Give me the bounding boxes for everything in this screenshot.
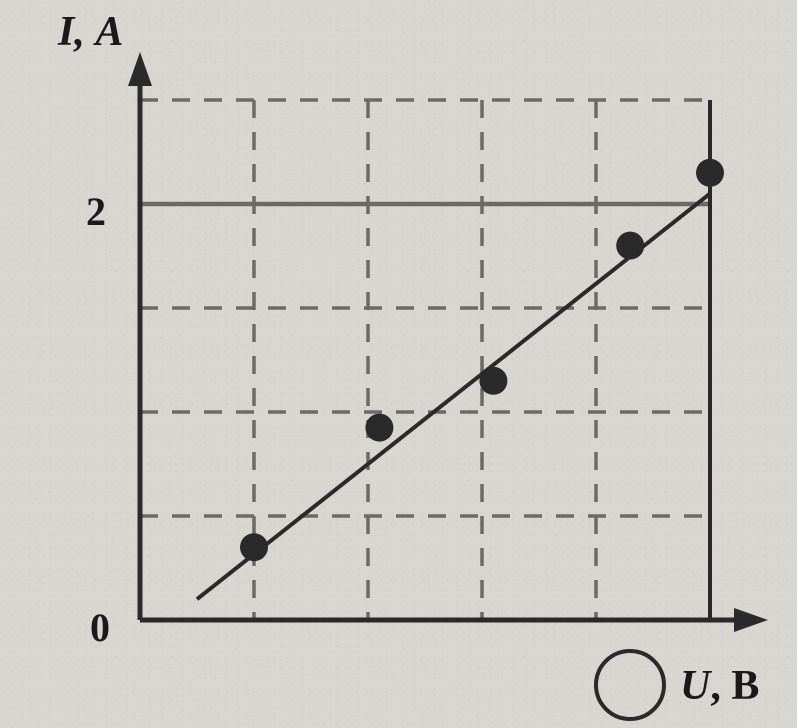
answer-circle xyxy=(596,651,664,719)
y-tick-2: 2 xyxy=(86,188,106,235)
axes xyxy=(128,52,768,632)
chart-svg xyxy=(0,0,797,728)
y-axis-label: I, А xyxy=(58,8,123,56)
x-axis-label: U, В xyxy=(680,662,759,710)
x-axis-symbol: U xyxy=(680,663,710,709)
x-axis-unit: , В xyxy=(710,663,759,709)
origin-label: 0 xyxy=(90,604,110,651)
y-axis-symbol: I, А xyxy=(58,9,123,55)
iv-chart: I, А 2 0 U, В xyxy=(0,0,797,728)
grid-lines xyxy=(140,100,710,620)
